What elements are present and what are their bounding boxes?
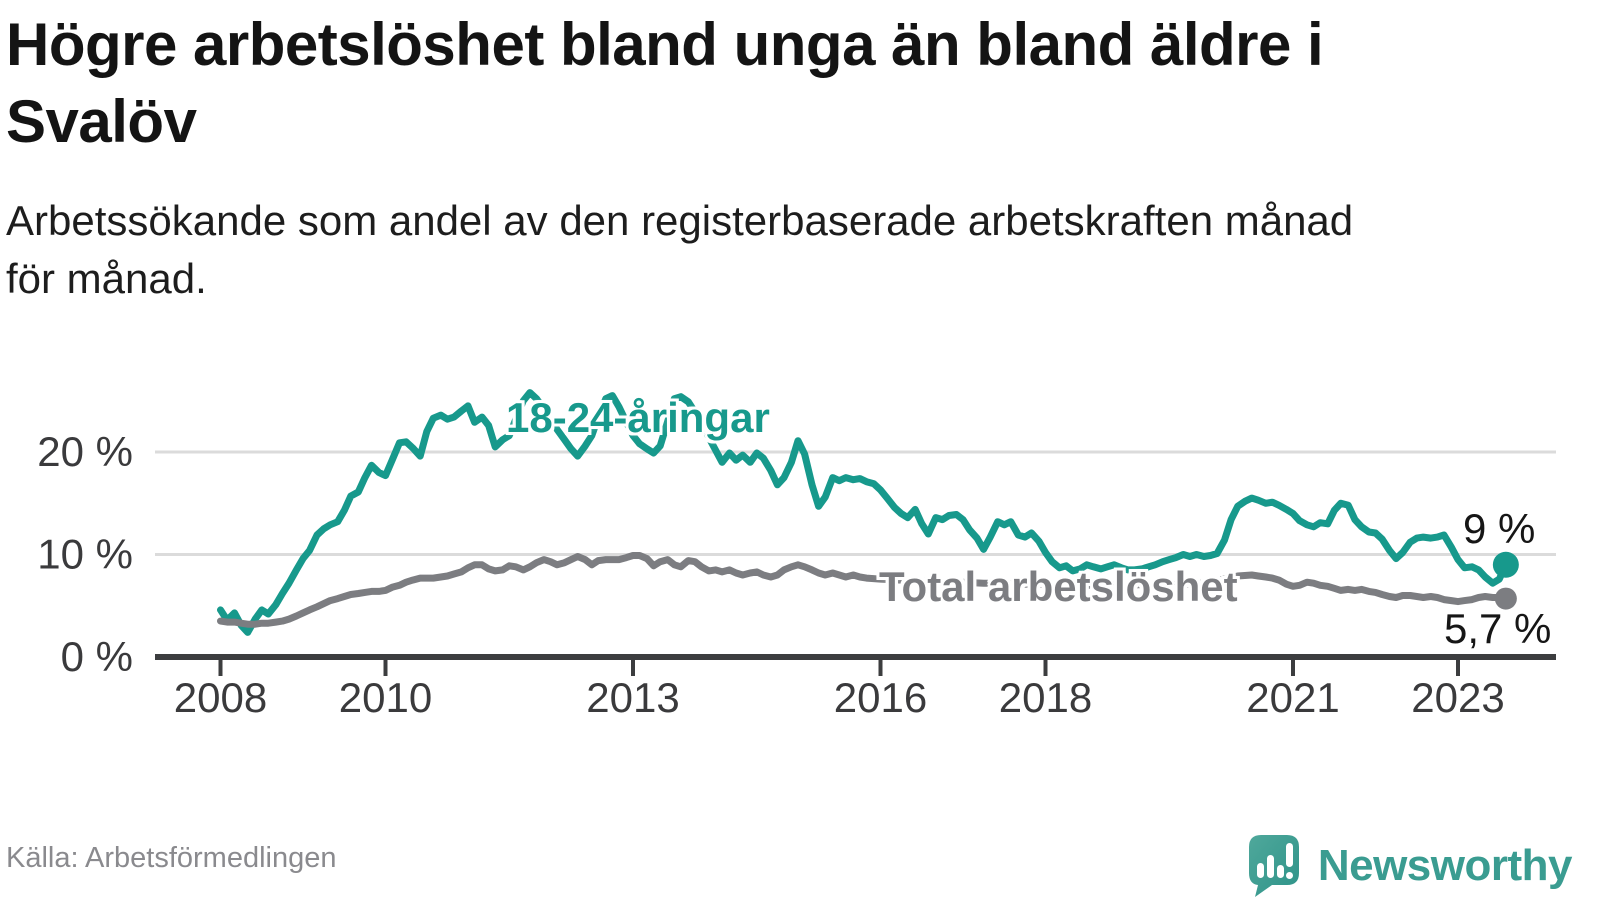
y-axis-tick-label: 0 % bbox=[61, 633, 133, 680]
page-title: Högre arbetslöshet bland unga än bland ä… bbox=[6, 6, 1324, 160]
x-axis-tick-label: 2016 bbox=[834, 674, 927, 721]
x-axis-tick-label: 2021 bbox=[1246, 674, 1339, 721]
x-axis-tick-label: 2018 bbox=[999, 674, 1092, 721]
series-end-dot-young bbox=[1492, 551, 1519, 578]
series-line-total bbox=[217, 552, 1510, 628]
x-axis-tick-label: 2023 bbox=[1411, 674, 1504, 721]
x-axis-tick-label: 2008 bbox=[174, 674, 267, 721]
subtitle-line-1: Arbetssökande som andel av den registerb… bbox=[6, 197, 1354, 244]
chart-subtitle: Arbetssökande som andel av den registerb… bbox=[6, 192, 1353, 308]
y-axis-tick-label: 10 % bbox=[37, 531, 133, 578]
series-label-young: 18-24-åringar bbox=[506, 394, 770, 441]
series-label-total: Total arbetslöshet bbox=[879, 563, 1238, 610]
series-end-dot-total bbox=[1494, 587, 1517, 610]
end-value-label-total: 5,7 % bbox=[1444, 605, 1552, 652]
newsworthy-logo-text: Newsworthy bbox=[1317, 841, 1573, 890]
title-line-2: Svalöv bbox=[6, 88, 197, 155]
newsworthy-logo-icon bbox=[1248, 835, 1299, 897]
subtitle-line-2: för månad. bbox=[6, 255, 207, 302]
x-axis-tick-label: 2010 bbox=[339, 674, 432, 721]
newsworthy-logo: Newsworthy bbox=[1248, 834, 1573, 898]
x-axis-tick-label: 2013 bbox=[586, 674, 679, 721]
series-line-young bbox=[217, 389, 1510, 636]
end-value-label-young: 9 % bbox=[1463, 505, 1536, 552]
title-line-1: Högre arbetslöshet bland unga än bland ä… bbox=[6, 11, 1324, 78]
source-credit: Källa: Arbetsförmedlingen bbox=[6, 842, 337, 874]
y-axis-tick-label: 20 % bbox=[37, 428, 133, 475]
